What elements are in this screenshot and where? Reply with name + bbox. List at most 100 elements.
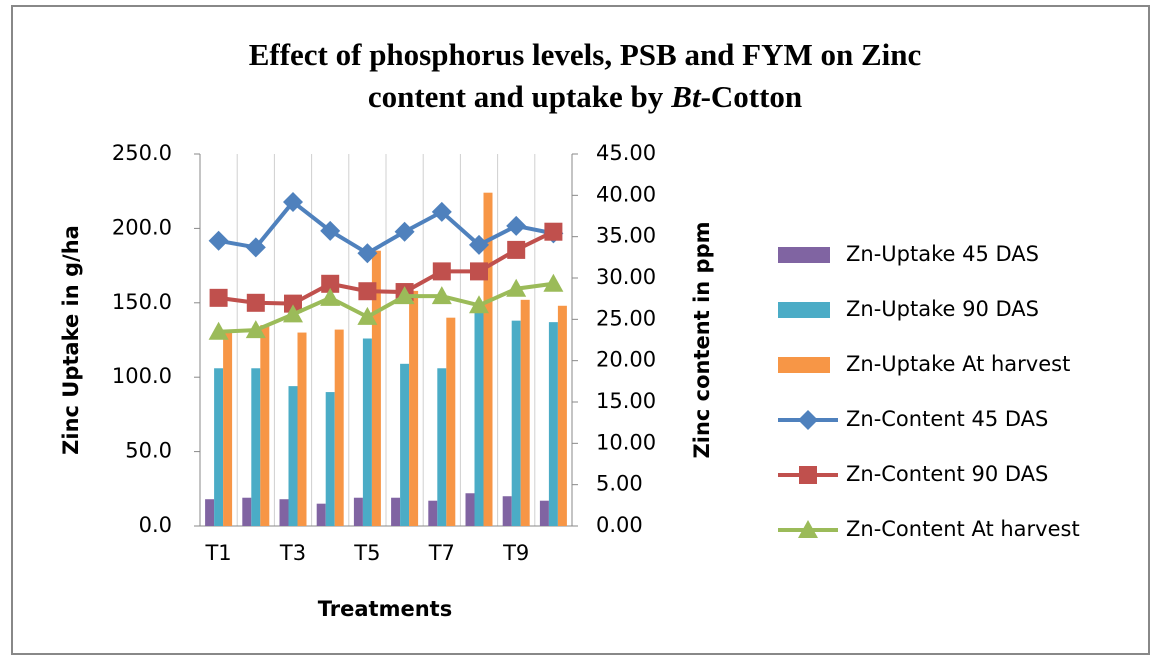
marker	[320, 220, 341, 241]
bar	[288, 386, 298, 526]
chart-title: Bt	[670, 79, 702, 114]
marker	[543, 273, 564, 292]
bar	[446, 317, 456, 526]
y2-tick-label: 20.00	[596, 348, 656, 372]
marker	[245, 320, 266, 339]
bar	[502, 496, 512, 526]
legend-label: Zn-Content At harvest	[846, 517, 1080, 541]
bar	[279, 499, 289, 526]
bar	[325, 392, 335, 526]
bar	[557, 305, 567, 526]
y2-tick-label: 40.00	[596, 182, 656, 206]
y-axis-label: Zinc Uptake in g/ha	[59, 225, 83, 455]
marker	[357, 243, 378, 264]
y-tick-label: 100.0	[112, 364, 172, 388]
marker	[798, 410, 818, 430]
marker	[208, 230, 229, 251]
marker	[394, 221, 415, 242]
bar	[391, 497, 401, 526]
y2-tick-label: 10.00	[596, 430, 656, 454]
bar	[260, 325, 270, 526]
y2-tick-label: 15.00	[596, 389, 656, 413]
y-tick-label: 250.0	[112, 141, 172, 165]
chart-border	[11, 5, 1150, 655]
marker	[798, 520, 818, 538]
bar	[214, 368, 224, 526]
bar	[251, 368, 261, 526]
bar	[428, 500, 438, 526]
y2-tick-label: 30.00	[596, 265, 656, 289]
chart-title: Effect of phosphorus levels, PSB and FYM…	[249, 37, 922, 72]
marker	[320, 287, 341, 306]
marker	[544, 222, 563, 241]
marker	[431, 286, 452, 305]
marker	[469, 234, 489, 255]
bar	[205, 499, 215, 526]
marker	[799, 466, 817, 484]
legend-label: Zn-Content 90 DAS	[846, 462, 1048, 486]
marker	[358, 282, 377, 301]
bar	[316, 503, 326, 526]
bar	[511, 320, 521, 526]
marker	[394, 286, 415, 305]
marker	[432, 262, 451, 281]
marker	[431, 201, 452, 222]
x-tick-label: T7	[428, 541, 455, 565]
bar	[353, 497, 363, 526]
legend-label: Zn-Uptake 45 DAS	[846, 242, 1039, 266]
bar	[483, 192, 493, 527]
x-tick-label: T5	[353, 541, 380, 565]
bar	[409, 290, 419, 526]
bar	[297, 332, 307, 526]
legend-swatch	[778, 302, 830, 318]
x-tick-label: T3	[279, 541, 306, 565]
y2-axis-label: Zinc content in ppm	[690, 222, 714, 459]
bar	[539, 500, 549, 526]
bar	[362, 338, 372, 526]
legend-swatch	[778, 357, 830, 373]
y2-tick-label: 5.00	[596, 472, 643, 496]
bar	[334, 329, 344, 526]
bar	[474, 310, 484, 526]
chart-title: -Cotton	[701, 79, 803, 114]
bar	[437, 368, 447, 526]
line	[218, 281, 554, 334]
marker	[470, 262, 488, 281]
marker	[357, 306, 378, 325]
legend-swatch	[778, 247, 830, 263]
bar	[371, 250, 381, 526]
y2-tick-label: 45.00	[596, 141, 656, 165]
bar	[520, 299, 530, 526]
x-axis-label: Treatments	[318, 597, 452, 621]
y2-tick-label: 0.00	[596, 513, 643, 537]
bar	[400, 363, 410, 526]
y-tick-label: 50.0	[125, 439, 172, 463]
legend-label: Zn-Uptake At harvest	[846, 352, 1070, 376]
marker	[245, 237, 266, 258]
bar	[548, 322, 558, 526]
line	[218, 229, 555, 306]
marker	[246, 293, 265, 312]
legend-label: Zn-Content 45 DAS	[846, 407, 1048, 431]
y-tick-label: 200.0	[112, 215, 172, 239]
marker	[506, 278, 527, 297]
legend-label: Zn-Uptake 90 DAS	[846, 297, 1039, 321]
y-tick-label: 150.0	[112, 290, 172, 314]
line	[218, 199, 554, 256]
y2-tick-label: 25.00	[596, 306, 656, 330]
y2-tick-label: 35.00	[596, 224, 656, 248]
x-tick-label: T9	[502, 541, 529, 565]
marker	[469, 295, 489, 314]
bar	[465, 493, 475, 526]
marker	[506, 215, 527, 236]
chart-title: content and uptake by Bt-Cotton	[368, 79, 802, 114]
bar	[242, 497, 252, 526]
bar	[223, 329, 233, 526]
marker	[283, 304, 303, 323]
marker	[284, 294, 302, 313]
y-tick-label: 0.0	[139, 513, 172, 537]
marker	[208, 321, 229, 340]
marker	[209, 288, 228, 307]
marker	[507, 240, 526, 259]
